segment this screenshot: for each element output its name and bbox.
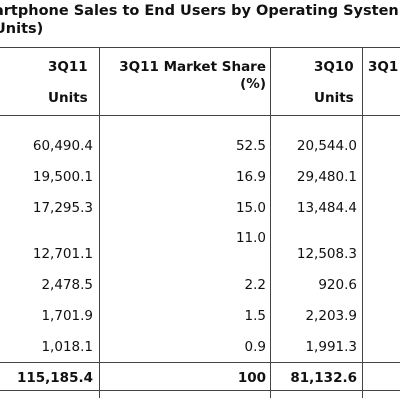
cell-3q11-share: 16.9 [235, 169, 266, 185]
cell-3q11-units: 60,490.4 [32, 138, 93, 154]
col-header-3q11-share-line2: (%) [240, 76, 266, 92]
header-top-rule [0, 47, 400, 48]
total-top-rule [0, 362, 400, 363]
cell-3q11-units: 1,018.1 [41, 339, 93, 355]
col-divider-3 [362, 48, 363, 398]
col-header-3q11-units-line2: Units [48, 90, 88, 106]
cell-3q10-units: 12,508.3 [296, 246, 357, 262]
col-header-3q11-share-line1: 3Q11 Market Share [119, 59, 266, 75]
table-title: artphone Sales to End Users by Operating… [0, 2, 399, 38]
col-header-3q11-units-line1: 3Q11 [48, 59, 88, 75]
cell-3q10-units: 20,544.0 [296, 138, 357, 154]
cell-3q11-share: 52.5 [235, 138, 266, 154]
cell-3q10-units: 2,203.9 [305, 308, 357, 324]
total-3q11-units: 115,185.4 [16, 370, 93, 386]
cell-3q11-share: 11.0 [235, 230, 266, 246]
title-line-2: Units) [0, 21, 44, 37]
col-header-3q11-share: 3Q11 Market Share (%) [106, 58, 266, 94]
total-3q10-units: 81,132.6 [290, 370, 357, 386]
cell-3q11-units: 2,478.5 [41, 277, 93, 293]
cell-3q10-units: 29,480.1 [296, 169, 357, 185]
total-bottom-rule [0, 390, 400, 391]
total-3q11-share: 100 [237, 370, 266, 386]
cell-3q11-units: 17,295.3 [32, 200, 93, 216]
cell-3q10-units: 920.6 [318, 277, 357, 293]
cell-3q11-share: 2.2 [244, 277, 266, 293]
col-header-3q10-units-line2: Units [314, 90, 354, 106]
header-bottom-rule [0, 115, 400, 116]
col-divider-2 [270, 48, 271, 398]
title-line-1: artphone Sales to End Users by Operating… [0, 3, 399, 19]
col-divider-1 [99, 48, 100, 398]
cell-3q10-units: 1,991.3 [305, 339, 357, 355]
cell-3q11-share: 15.0 [235, 200, 266, 216]
col-header-3q10-units: 3Q10 Units [314, 58, 354, 108]
col-header-3q1-partial-line1: 3Q1 [368, 59, 399, 75]
cell-3q11-share: 0.9 [244, 339, 266, 355]
cell-3q11-share: 1.5 [244, 308, 266, 324]
col-header-3q1-partial: 3Q1 [368, 58, 398, 77]
cell-3q11-units: 12,701.1 [32, 246, 93, 262]
cell-3q11-units: 1,701.9 [41, 308, 93, 324]
col-header-3q11-units: 3Q11 Units [48, 58, 88, 108]
cell-3q10-units: 13,484.4 [296, 200, 357, 216]
cell-3q11-units: 19,500.1 [32, 169, 93, 185]
col-header-3q10-units-line1: 3Q10 [314, 59, 354, 75]
